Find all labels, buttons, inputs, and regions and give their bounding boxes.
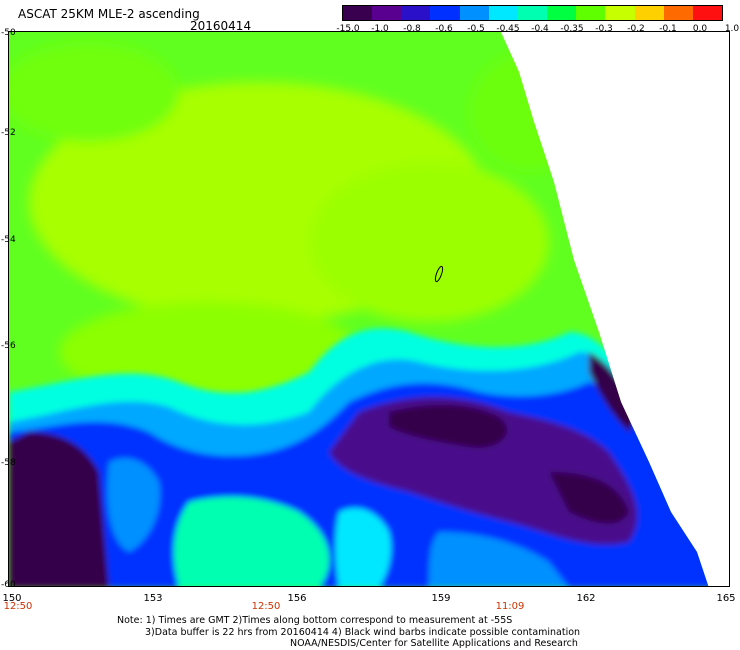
swath-image <box>9 32 709 586</box>
lat-label: -56 <box>1 341 16 351</box>
color-scale-swatch <box>663 6 693 20</box>
color-scale-label: -0.45 <box>496 24 520 34</box>
lon-label: 162 <box>576 593 596 604</box>
lat-label: -50 <box>1 28 16 38</box>
lon-label: 159 <box>431 593 451 604</box>
color-scale-label: -0.6 <box>435 24 453 34</box>
color-scale-swatch <box>692 6 723 20</box>
color-scale-bar <box>342 5 723 21</box>
time-label: 11:09 <box>495 601 525 612</box>
color-scale-label: -0.4 <box>531 24 549 34</box>
color-scale-label: -0.1 <box>659 24 677 34</box>
color-scale-swatch <box>488 6 518 20</box>
color-scale-label: -0.35 <box>560 24 584 34</box>
color-scale-label: -0.2 <box>627 24 645 34</box>
time-label: 12:50 <box>3 601 33 612</box>
product-title: ASCAT 25KM MLE-2 ascending <box>18 7 200 21</box>
note-line-2: 3)Data buffer is 22 hrs from 20160414 4)… <box>145 627 581 638</box>
note-line-3: NOAA/NESDIS/Center for Satellite Applica… <box>290 638 578 649</box>
color-scale-label: -0.3 <box>595 24 613 34</box>
color-scale-label: -1.0 <box>371 24 389 34</box>
lat-label: -58 <box>1 458 16 468</box>
note-line-1: Note: 1) Times are GMT 2)Times along bot… <box>117 615 513 626</box>
product-date: 20160414 <box>190 19 252 33</box>
lon-label: 153 <box>143 593 163 604</box>
color-scale-label: -0.8 <box>403 24 421 34</box>
color-scale-label: 1.0 <box>724 24 740 34</box>
color-scale-swatch <box>547 6 577 20</box>
color-scale-swatch <box>372 6 402 20</box>
lat-label: -60 <box>1 580 16 590</box>
color-scale-swatch <box>605 6 635 20</box>
color-scale-label: -15.0 <box>336 24 360 34</box>
color-scale-label: -0.5 <box>467 24 485 34</box>
color-scale-swatch <box>459 6 489 20</box>
lat-label: -54 <box>1 235 16 245</box>
color-scale-swatch <box>634 6 664 20</box>
lon-label: 150 <box>2 593 22 604</box>
color-scale-label: 0.0 <box>692 24 708 34</box>
lat-label: -52 <box>1 128 16 138</box>
lon-label: 165 <box>716 593 736 604</box>
time-label: 12:50 <box>251 601 281 612</box>
color-scale-swatch <box>401 6 431 20</box>
color-scale-labels: -15.0 -1.0 -0.8 -0.6 -0.5 -0.45 -0.4 -0.35 -0.3 -… <box>330 24 740 38</box>
color-scale-swatch <box>576 6 606 20</box>
color-scale-swatch <box>517 6 548 20</box>
color-scale-swatch <box>343 6 373 20</box>
lon-label: 156 <box>287 593 307 604</box>
swath-map <box>8 31 730 587</box>
color-scale-swatch <box>430 6 460 20</box>
